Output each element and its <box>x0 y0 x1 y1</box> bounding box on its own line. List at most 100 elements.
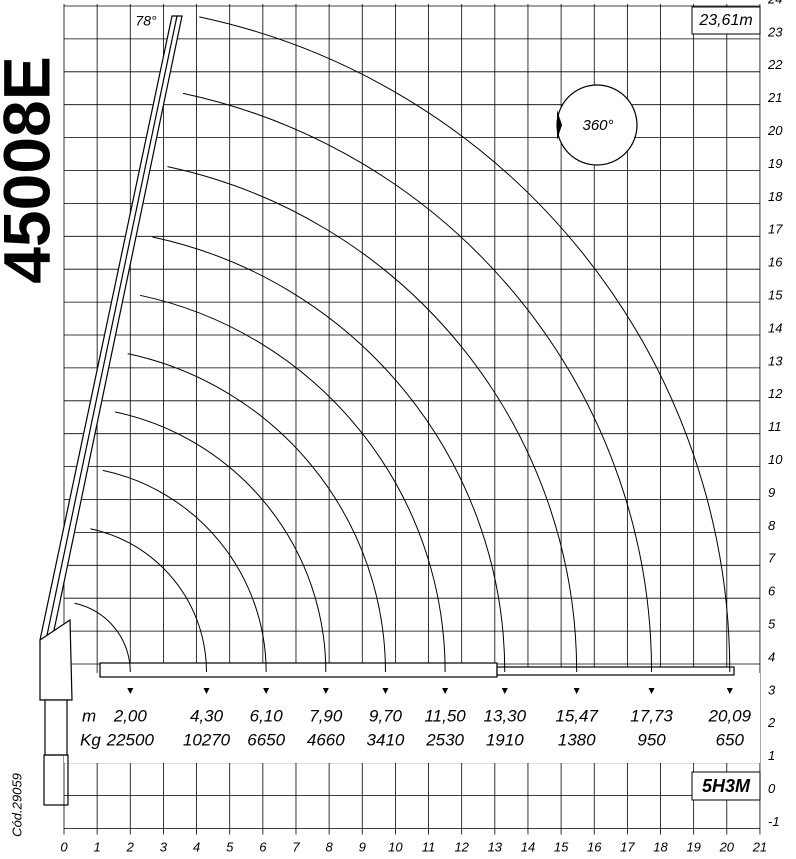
load-label: 6650 <box>247 730 285 749</box>
load-arc <box>115 411 327 673</box>
load-arc <box>127 353 386 673</box>
y-tick-label: 22 <box>767 57 783 72</box>
model-box <box>691 771 761 801</box>
y-tick-label: 3 <box>768 682 776 697</box>
distance-label: 13,30 <box>483 706 526 725</box>
y-tick-label: 9 <box>768 485 775 500</box>
distance-tick <box>263 688 270 694</box>
load-label: 22500 <box>106 730 155 749</box>
x-tick-label: 7 <box>292 839 300 854</box>
distance-label: 9,70 <box>369 706 403 725</box>
y-tick-label: 10 <box>768 452 783 467</box>
x-tick-label: 13 <box>488 839 503 854</box>
distance-label: 7,90 <box>309 706 343 725</box>
angle-label: 78° <box>135 13 157 29</box>
x-tick-label: 20 <box>719 839 735 854</box>
text-band <box>64 673 760 763</box>
distance-label: 15,47 <box>555 706 598 725</box>
load-arc <box>182 92 653 673</box>
distance-label: 6,10 <box>250 706 284 725</box>
y-tick-label: 4 <box>768 649 775 664</box>
load-arc <box>167 166 578 673</box>
reach-label: 23,61m <box>698 12 752 29</box>
y-tick-label: 19 <box>768 156 782 171</box>
load-arc <box>139 294 446 673</box>
y-tick-label: 13 <box>768 353 783 368</box>
y-tick-label: 11 <box>768 419 782 434</box>
distance-label: 4,30 <box>190 706 224 725</box>
y-tick-label: 18 <box>768 189 783 204</box>
load-label: 1910 <box>486 730 524 749</box>
y-tick-label: 5 <box>768 617 776 632</box>
distance-label: 11,50 <box>424 706 466 725</box>
distance-unit: m <box>82 706 96 725</box>
load-label: 950 <box>637 730 666 749</box>
distance-label: 2,00 <box>113 706 148 725</box>
x-tick-label: 18 <box>653 839 668 854</box>
x-tick-label: 6 <box>259 839 267 854</box>
load-arc <box>199 16 731 673</box>
x-tick-label: 14 <box>521 839 535 854</box>
x-tick-label: 3 <box>160 839 168 854</box>
boom <box>39 15 735 806</box>
distance-tick <box>322 688 329 694</box>
x-tick-label: 19 <box>686 839 700 854</box>
load-label: 650 <box>716 730 745 749</box>
distance-tick <box>127 688 134 694</box>
distance-tick <box>382 688 389 694</box>
distance-label: 17,73 <box>630 706 673 725</box>
boom-axis <box>45 15 178 641</box>
y-tick-label: 8 <box>768 518 776 533</box>
y-tick-label: 1 <box>768 748 775 763</box>
load-arc <box>74 602 131 673</box>
rotation-label: 360° <box>582 117 613 134</box>
y-tick-label: 24 <box>767 0 782 6</box>
jib-extension <box>496 666 735 676</box>
y-tick-label: 2 <box>767 715 776 730</box>
load-label: 4660 <box>307 730 345 749</box>
x-tick-label: 2 <box>126 839 135 854</box>
y-tick-label: 12 <box>768 386 783 401</box>
boom-base <box>39 618 73 701</box>
y-tick-label: 16 <box>768 255 783 270</box>
jib <box>99 662 498 678</box>
x-tick-label: 11 <box>422 839 436 854</box>
x-tick-label: 21 <box>752 839 767 854</box>
x-tick-label: 12 <box>454 839 469 854</box>
y-tick-label: 20 <box>767 123 783 138</box>
y-tick-label: 6 <box>768 584 776 599</box>
model-label: 5H3M <box>702 776 751 796</box>
load-unit: Kg <box>80 730 101 749</box>
x-tick-label: 10 <box>388 839 403 854</box>
y-tick-label: -1 <box>768 814 780 829</box>
distance-tick <box>573 688 580 694</box>
load-label: 3410 <box>367 730 405 749</box>
load-label: 1380 <box>558 730 596 749</box>
x-tick-label: 0 <box>60 839 68 854</box>
x-tick-label: 15 <box>554 839 569 854</box>
code: Cód.29059 <box>9 773 24 837</box>
x-tick-label: 9 <box>359 839 366 854</box>
x-tick-label: 1 <box>94 839 101 854</box>
x-tick-label: 16 <box>587 839 602 854</box>
y-tick-label: 21 <box>767 90 782 105</box>
title: 45008E <box>0 56 63 284</box>
y-tick-label: 23 <box>767 24 783 39</box>
rotation-marker <box>557 110 562 140</box>
y-tick-label: 15 <box>768 288 783 303</box>
load-label: 10270 <box>183 730 231 749</box>
distance-tick <box>442 688 449 694</box>
x-tick-label: 5 <box>226 839 234 854</box>
load-arc <box>90 528 208 673</box>
distance-tick <box>203 688 210 694</box>
x-tick-label: 4 <box>193 839 200 854</box>
distance-tick <box>648 688 655 694</box>
y-tick-label: 14 <box>768 320 782 335</box>
load-arc <box>152 236 506 673</box>
stand <box>43 754 69 806</box>
reach-box <box>691 6 761 35</box>
y-tick-label: 0 <box>768 781 776 796</box>
distance-tick <box>501 688 508 694</box>
distance-label: 20,09 <box>708 706 752 725</box>
